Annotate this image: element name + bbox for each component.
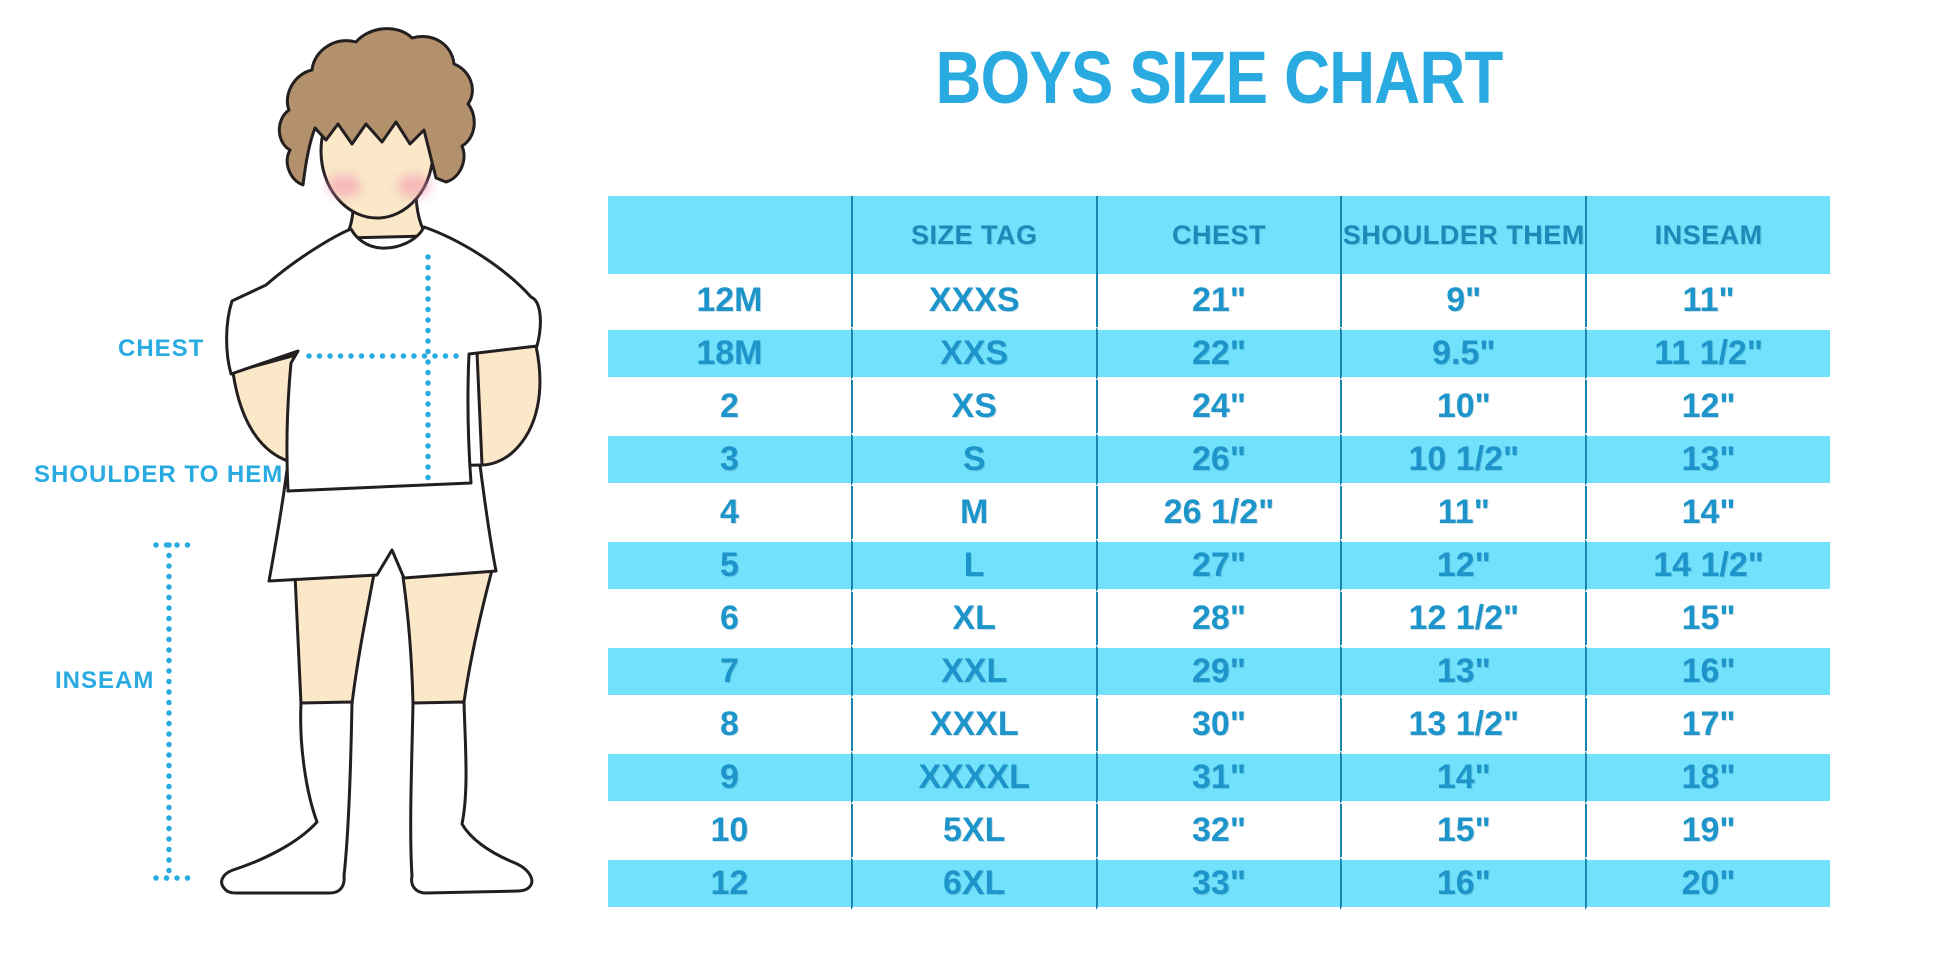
table-cell: 6 [719,599,739,637]
header-cell-chest: CHEST [1095,196,1341,274]
table-row: 6 XL 28" 12 1/2" 15" [608,592,1830,645]
table-cell: 22" [1095,327,1341,380]
table-cell: 14" [1340,751,1586,804]
shorts [267,463,498,583]
right-arm [475,344,542,467]
table-cell: 33" [1095,857,1341,910]
right-cheek [397,174,431,198]
inseam-label: INSEAM [55,667,155,694]
table-cell: XXXS [850,274,1096,327]
table-cell: 21" [1095,274,1341,327]
table-cell: 11" [1340,486,1585,539]
table-cell: 26" [1095,433,1341,486]
table-cell: 30" [1095,698,1341,751]
page-title: BOYS SIZE CHART [935,36,1504,119]
table-cell: 13 1/2" [1340,698,1585,751]
table-cell: 15" [1585,592,1830,645]
table-cell: XXS [850,327,1096,380]
table-cell: 10 [710,811,749,849]
table-cell: 19" [1585,804,1830,857]
table-cell: 9.5" [1340,327,1586,380]
table-cell: M [850,486,1096,539]
table-cell: XL [850,592,1096,645]
table-cell: L [850,539,1096,592]
table-cell: 11 1/2" [1585,327,1830,380]
table-cell: 24" [1095,380,1341,433]
table-row: 8 XXXL 30" 13 1/2" 17" [608,698,1830,751]
table-cell: 12 [608,857,851,910]
inseam-measure-line [153,542,196,881]
table-cell: XXXL [850,698,1096,751]
table-cell: 12" [1340,539,1586,592]
table-cell: 14 1/2" [1585,539,1830,592]
table-cell: 10" [1340,380,1585,433]
table-cell: XS [850,380,1096,433]
table-cell: S [850,433,1096,486]
table-cell: 11" [1585,274,1830,327]
table-cell: 27" [1095,539,1341,592]
table-cell: XXXXL [850,751,1096,804]
table-cell: 15" [1340,804,1585,857]
table-cell: 5XL [850,804,1096,857]
table-cell: 16" [1340,857,1586,910]
table-cell: 8 [719,705,739,743]
table-header-row: SIZE TAG CHEST SHOULDER THEM INSEAM [608,196,1830,274]
table-cell: 17" [1585,698,1830,751]
left-cheek [327,174,361,198]
table-cell: 14" [1585,486,1830,539]
hair [277,27,476,187]
left-sock [220,700,354,895]
table-row: 12 6XL 33" 16" 20" [608,857,1830,910]
table-row: 18M XXS 22" 9.5" 11 1/2" [608,327,1830,380]
table-cell: 18" [1585,751,1830,804]
table-row: 10 5XL 32" 15" 19" [608,804,1830,857]
table-cell: 10 1/2" [1340,433,1586,486]
table-cell: 16" [1585,645,1830,698]
table-cell: 12 1/2" [1340,592,1585,645]
left-leg [293,572,376,706]
table-cell: 9 [608,751,851,804]
table-cell: 7 [608,645,851,698]
table-row: 9 XXXXL 31" 14" 18" [608,751,1830,804]
chest-label: CHEST [118,335,205,362]
right-leg [401,568,494,706]
table-cell: 32" [1095,804,1341,857]
table-cell: 4 [719,493,739,531]
table-row: 12M XXXS 21" 9" 11" [608,274,1830,327]
table-cell: 12" [1585,380,1830,433]
table-cell: 29" [1095,645,1341,698]
header-cell-size [608,196,851,274]
table-cell: 2 [719,387,739,425]
table-row: 7 XXL 29" 13" 16" [608,645,1830,698]
table-cell: 28" [1095,592,1341,645]
table-cell: 18M [608,327,851,380]
table-cell: 13" [1585,433,1830,486]
shoulder-to-hem-label: SHOULDER TO HEM [34,461,284,488]
t-shirt [225,225,542,493]
header-cell-size-tag: SIZE TAG [850,196,1096,274]
size-chart-table: SIZE TAG CHEST SHOULDER THEM INSEAM 12M X… [608,196,1830,910]
header-cell-shoulder: SHOULDER THEM [1340,196,1585,274]
table-cell: 3 [608,433,851,486]
table-cell: 26 1/2" [1095,486,1341,539]
table-cell: XXL [850,645,1096,698]
table-cell: 13" [1340,645,1586,698]
table-body: 12M XXXS 21" 9" 11" 18M XXS 22" 9.5" 11 1/2" 2 XS 24… [608,274,1830,910]
table-row: 5 L 27" 12" 14 1/2" [608,539,1830,592]
right-sock [409,700,534,895]
table-row: 3 S 26" 10 1/2" 13" [608,433,1830,486]
table-cell: 12M [696,281,763,319]
header-cell-inseam: INSEAM [1585,196,1830,274]
table-cell: 31" [1095,751,1341,804]
table-cell: 20" [1585,857,1830,910]
table-row: 2 XS 24" 10" 12" [608,380,1830,433]
table-row: 4 M 26 1/2" 11" 14" [608,486,1830,539]
table-cell: 6XL [850,857,1096,910]
table-cell: 9" [1340,274,1585,327]
boy-illustration [153,27,542,895]
table-cell: 5 [608,539,851,592]
